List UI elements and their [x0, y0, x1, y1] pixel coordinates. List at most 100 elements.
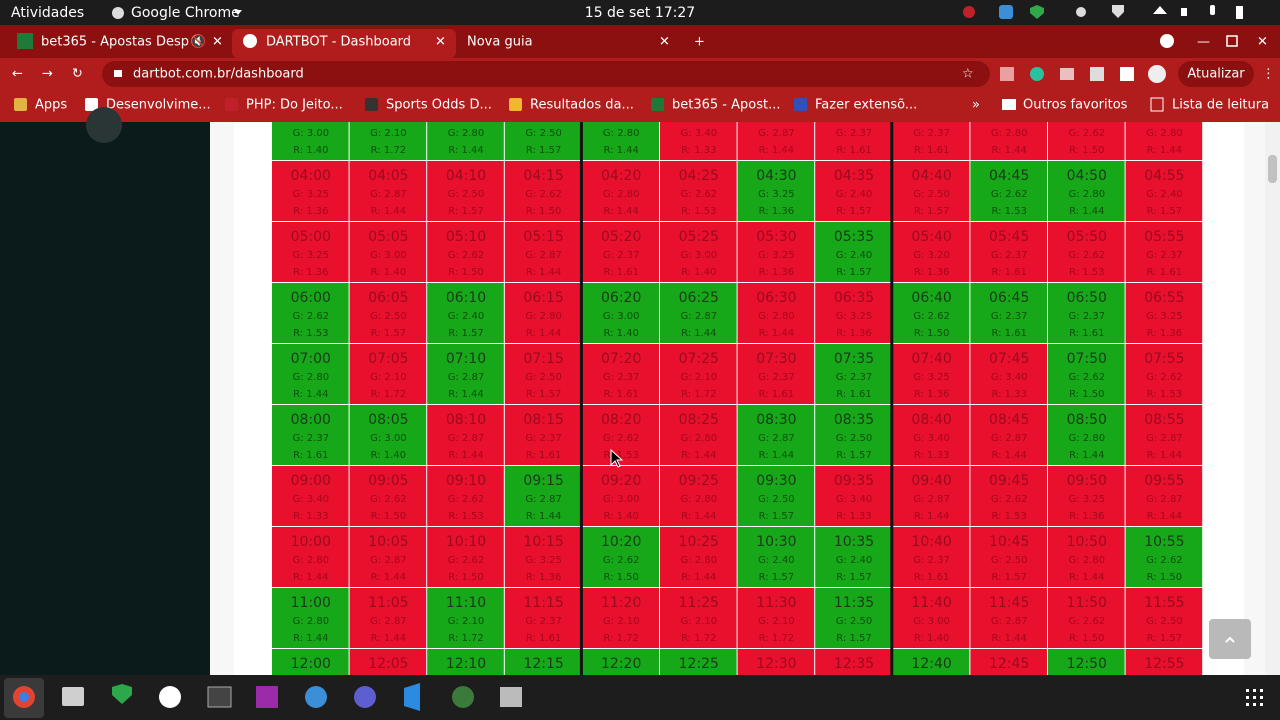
cell-r-odds: R: 1.44 [293, 633, 328, 644]
other-bookmarks[interactable]: Outros favoritos [1023, 98, 1128, 113]
result-cell [272, 122, 349, 160]
cell-g-odds: G: 3.00 [603, 494, 640, 505]
result-cell [815, 122, 892, 160]
cell-g-odds: G: 3.40 [293, 494, 330, 505]
cell-time: 09:40 [911, 473, 951, 489]
cell-r-odds: R: 1.57 [836, 572, 871, 583]
result-cell [349, 405, 427, 465]
bookmarks-overflow[interactable]: » [972, 98, 980, 113]
bookmark[interactable]: Resultados da... [530, 98, 634, 113]
tab-search[interactable] [1160, 34, 1174, 48]
cell-time: 05:05 [368, 229, 408, 245]
cell-time: 08:45 [989, 412, 1029, 428]
cell-g-odds: G: 2.80 [448, 128, 485, 139]
bookmark[interactable]: bet365 - Apost... [672, 98, 780, 113]
tab-title[interactable]: DARTBOT - Dashboard [266, 35, 411, 50]
cell-r-odds: R: 1.44 [293, 572, 328, 583]
cell-g-odds: G: 2.80 [1146, 128, 1183, 139]
cell-g-odds: G: 2.87 [1146, 494, 1183, 505]
cell-g-odds: G: 2.80 [603, 189, 640, 200]
bookmark[interactable]: Sports Odds D... [386, 98, 492, 113]
url[interactable]: dartbot.com.br/dashboard [133, 67, 304, 82]
cell-r-odds: R: 1.44 [1069, 572, 1104, 583]
sidebar [0, 122, 210, 675]
cell-r-odds: R: 1.53 [1069, 267, 1104, 278]
app-menu[interactable]: Google Chrome [131, 5, 240, 21]
cell-time: 05:35 [834, 229, 874, 245]
result-cell [272, 466, 349, 526]
bookmark-star[interactable]: ☆ [962, 67, 974, 82]
lock-icon [114, 70, 122, 77]
result-cell [1125, 466, 1203, 526]
cell-r-odds: R: 1.36 [759, 267, 794, 278]
tab-close[interactable]: ✕ [212, 35, 223, 50]
result-cell [504, 222, 582, 282]
active-tab-bg [232, 29, 456, 58]
result-cell [660, 122, 737, 160]
result-cell [427, 466, 504, 526]
result-cell [272, 283, 349, 343]
result-cell [272, 405, 349, 465]
cell-r-odds: R: 1.36 [293, 267, 328, 278]
reading-list[interactable]: Lista de leitura [1172, 98, 1269, 113]
bookmark[interactable]: Desenvolvime... [106, 98, 211, 113]
clock[interactable]: 15 de set 17:27 [585, 5, 695, 21]
reload-button[interactable]: ↻ [72, 67, 83, 82]
window-maximize[interactable] [1226, 35, 1238, 47]
tab-close[interactable]: ✕ [435, 35, 446, 50]
tab-close[interactable]: ✕ [659, 35, 670, 50]
window-minimize[interactable]: — [1197, 35, 1210, 50]
window-close[interactable]: ✕ [1257, 35, 1268, 50]
result-cell [737, 122, 815, 160]
back-button[interactable]: ← [12, 67, 23, 82]
scrollbar-thumb[interactable] [1268, 155, 1277, 183]
cell-r-odds: R: 1.44 [991, 145, 1026, 156]
cell-r-odds: R: 1.36 [1147, 328, 1182, 339]
cell-time: 07:35 [834, 351, 874, 367]
cell-r-odds: R: 1.40 [603, 511, 638, 522]
cell-g-odds: G: 2.80 [681, 555, 718, 566]
cell-r-odds: R: 1.44 [371, 572, 406, 583]
sidebar-toggle[interactable] [86, 107, 122, 143]
tab-title[interactable]: Nova guia [467, 35, 533, 50]
bookmark[interactable]: PHP: Do Jeito... [246, 98, 343, 113]
cell-r-odds: R: 1.50 [1069, 389, 1104, 400]
tab-title[interactable]: bet365 - Apostas Desp [41, 35, 189, 50]
cell-g-odds: G: 2.62 [525, 189, 562, 200]
cell-g-odds: G: 2.37 [913, 555, 950, 566]
address-bar[interactable] [102, 61, 990, 87]
cell-r-odds: R: 1.44 [293, 389, 328, 400]
mute-icon[interactable]: 🔇 [190, 34, 206, 50]
bookmark-icon [509, 98, 522, 111]
result-cell [737, 466, 815, 526]
result-cell [504, 122, 582, 160]
activities[interactable]: Atividades [11, 5, 84, 21]
bookmark[interactable]: Fazer extensõ... [815, 98, 917, 113]
new-tab[interactable]: + [694, 35, 705, 50]
cell-r-odds: R: 1.50 [1069, 633, 1104, 644]
cell-r-odds: R: 1.44 [371, 633, 406, 644]
cell-g-odds: G: 2.40 [758, 555, 795, 566]
result-cell [349, 222, 427, 282]
cell-time: 12:35 [834, 656, 874, 672]
bookmark[interactable]: Apps [35, 98, 67, 113]
update-button[interactable] [1178, 61, 1254, 87]
cell-g-odds: G: 2.87 [758, 433, 795, 444]
cell-g-odds: G: 2.50 [525, 128, 562, 139]
result-cell [504, 649, 582, 675]
cell-r-odds: R: 1.57 [371, 328, 406, 339]
cell-r-odds: R: 1.57 [759, 511, 794, 522]
taskbar-icons[interactable] [4, 678, 1263, 718]
cell-time: 07:00 [291, 351, 331, 367]
cell-time: 06:55 [1144, 290, 1184, 306]
result-cell [1048, 161, 1125, 221]
result-cell [1125, 405, 1203, 465]
menu-button[interactable]: ⋮ [1262, 67, 1275, 82]
cell-r-odds: R: 1.53 [681, 206, 716, 217]
cell-time: 12:30 [756, 656, 796, 672]
forward-button[interactable]: → [42, 67, 53, 82]
cell-r-odds: R: 1.72 [759, 633, 794, 644]
update-button-label[interactable]: Atualizar [1187, 67, 1245, 82]
cell-time: 12:15 [523, 656, 563, 672]
